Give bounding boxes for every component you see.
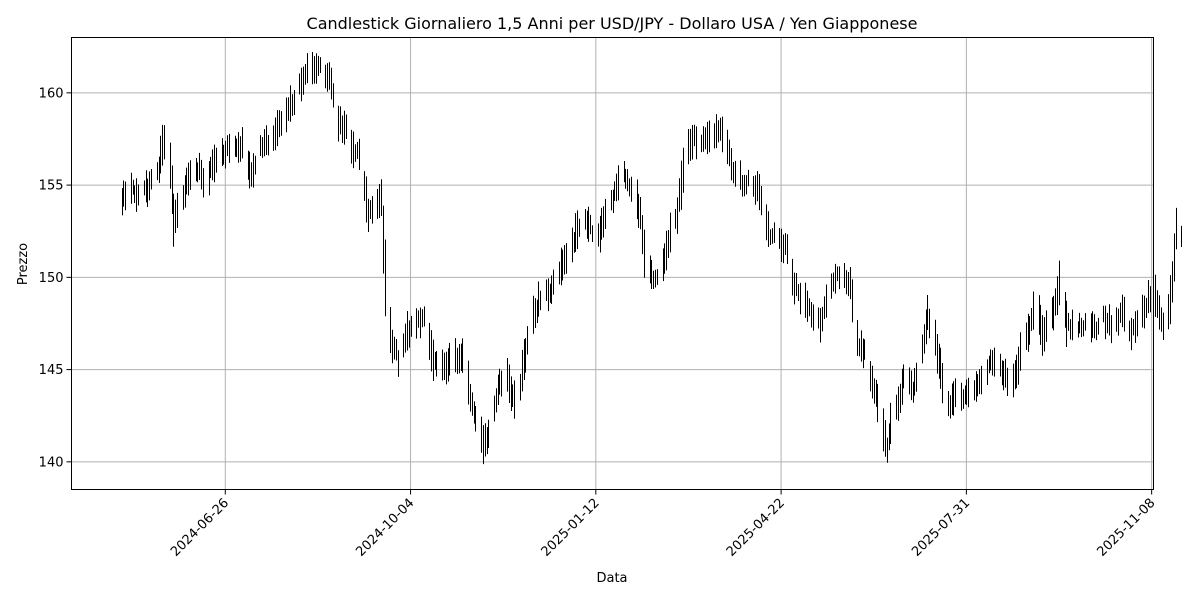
y-tick-label: 140 (39, 455, 64, 470)
candles (122, 52, 1182, 465)
chart-title: Candlestick Giornaliero 1,5 Anni per USD… (307, 14, 918, 33)
y-axis-ticks: 140 145 150 155 160 (39, 86, 72, 470)
y-tick-label: 160 (39, 86, 64, 101)
y-tick-label: 150 (39, 271, 64, 286)
y-tick-label: 145 (39, 363, 64, 378)
y-axis-label: Prezzo (16, 243, 31, 285)
plot-frame (71, 37, 1154, 490)
grid-lines (71, 37, 1154, 490)
y-tick-label: 155 (39, 179, 64, 194)
x-axis-label: Data (596, 571, 627, 586)
